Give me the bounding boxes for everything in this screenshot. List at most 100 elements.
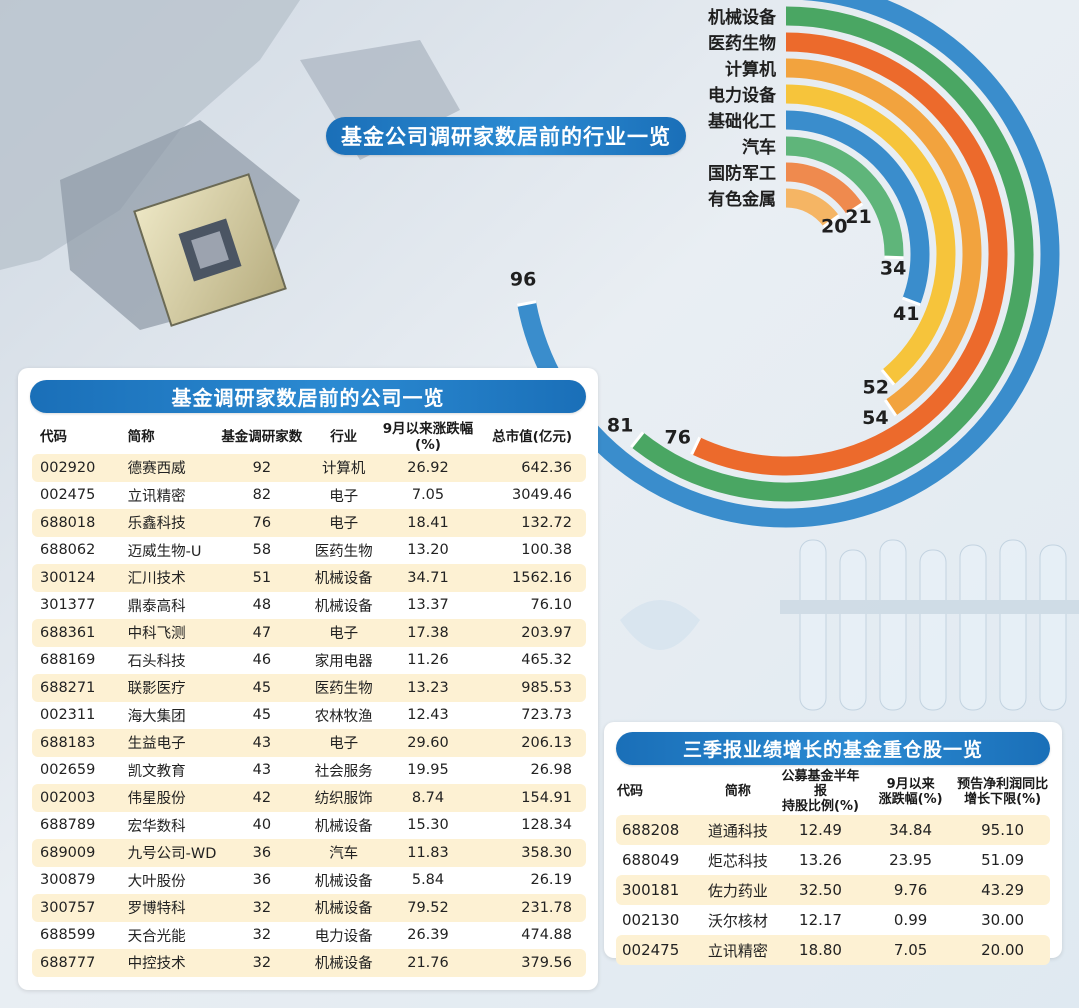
value-label: 34 — [880, 258, 906, 280]
header-code: 代码 — [40, 429, 67, 445]
companies-table: 代码 简称 基金调研家数 行业 9月以来涨跌幅(%) 总市值(亿元) 00292… — [32, 416, 586, 977]
category-label: 基础化工 — [707, 111, 776, 132]
table-cell: 43 — [217, 729, 307, 757]
arc-end-cap — [883, 399, 898, 417]
table-cell: 36 — [217, 839, 307, 867]
company-row: 300879 大叶股份 36 机械设备 5.84 26.19 — [32, 867, 586, 895]
table-cell: 203.97 — [474, 619, 586, 647]
table-cell: 中控技术 — [123, 949, 218, 977]
table-cell: 汇川技术 — [123, 564, 218, 592]
table-cell: 沃尔核材 — [707, 911, 768, 930]
company-row: 002920 德赛西威 92 计算机 26.92 642.36 — [32, 454, 586, 482]
table-cell: 罗博特科 — [123, 894, 218, 922]
arc-国防军工 — [785, 162, 863, 215]
table-cell: 48 — [252, 597, 272, 614]
table-cell: 医药生物 — [314, 543, 373, 560]
table-cell: 985.53 — [474, 674, 586, 702]
companies-panel: 基金调研家数居前的公司一览 代码 简称 基金调研家数 行业 9月以来涨跌幅(%)… — [18, 368, 598, 990]
table-cell: 300124 — [32, 564, 124, 592]
table-cell: 231.78 — [474, 894, 586, 922]
table-cell: 30.00 — [981, 911, 1025, 929]
table-cell: 23.95 — [889, 851, 933, 869]
table-cell: 11.26 — [407, 652, 449, 669]
table-cell: 688062 — [40, 542, 96, 559]
table-cell: 凯文教育 — [127, 763, 186, 780]
chart-title: 基金公司调研家数居前的行业一览 — [326, 117, 686, 155]
table-cell: 炬芯科技 — [707, 851, 768, 870]
table-cell: 15.30 — [407, 817, 449, 834]
table-cell: 79.52 — [381, 894, 475, 922]
table-cell: 58 — [252, 542, 272, 559]
funds-panel: 三季报业绩增长的基金重仓股一览 代码 简称 公募基金半年报 持股比例(%) 9月以… — [604, 722, 1062, 965]
arc-有色金属 — [785, 188, 839, 228]
table-cell: 002003 — [32, 784, 124, 812]
table-cell: 45 — [252, 707, 272, 724]
table-cell: 40 — [252, 817, 272, 834]
value-label: 76 — [665, 426, 691, 448]
table-cell: 8.74 — [381, 784, 475, 812]
test-tubes-icon — [620, 539, 1079, 711]
table-cell: 100.38 — [521, 542, 572, 559]
fund-row: 300181 佐力药业 32.50 9.76 43.29 — [616, 875, 1050, 905]
table-cell: 51.09 — [981, 851, 1025, 869]
table-cell: 002311 — [40, 707, 96, 724]
companies-header-row: 代码 简称 基金调研家数 行业 9月以来涨跌幅(%) 总市值(亿元) — [32, 416, 586, 454]
table-cell: 002130 — [622, 911, 680, 929]
table-cell: 联影医疗 — [123, 674, 218, 702]
arc-医药生物 — [691, 32, 1008, 476]
table-cell: 电子 — [306, 619, 382, 647]
value-label: 41 — [893, 303, 919, 325]
header-research-count: 基金调研家数 — [221, 429, 303, 445]
table-cell: 379.56 — [474, 949, 586, 977]
table-cell: 32 — [217, 949, 307, 977]
company-row: 688183 生益电子 43 电子 29.60 206.13 — [32, 729, 586, 757]
header-profit-growth: 预告净利润同比 增长下限(%) — [957, 776, 1049, 807]
table-cell: 立讯精密 — [127, 488, 186, 505]
table-cell: 19.95 — [407, 762, 449, 779]
company-row: 688361 中科飞测 47 电子 17.38 203.97 — [32, 619, 586, 647]
table-cell: 汽车 — [306, 839, 382, 867]
table-cell: 13.20 — [407, 542, 449, 559]
fund-row: 002130 沃尔核材 12.17 0.99 30.00 — [616, 905, 1050, 935]
table-cell: 11.83 — [381, 839, 475, 867]
table-cell: 43 — [252, 762, 272, 779]
arc-电力设备 — [785, 84, 956, 385]
table-cell: 26.39 — [407, 927, 449, 944]
company-row: 688271 联影医疗 45 医药生物 13.23 985.53 — [32, 674, 586, 702]
fund-row: 688049 炬芯科技 13.26 23.95 51.09 — [616, 845, 1050, 875]
table-cell: 5.84 — [411, 872, 445, 889]
table-cell: 7.05 — [411, 487, 445, 504]
arc-end-cap — [517, 300, 537, 307]
table-cell: 13.37 — [407, 597, 449, 614]
arc-电子 — [517, 0, 1060, 528]
table-cell: 20.00 — [955, 935, 1050, 965]
funds-header-row: 代码 简称 公募基金半年报 持股比例(%) 9月以来 涨跌幅(%) 预告净利润同比增… — [616, 768, 1050, 815]
category-label: 计算机 — [725, 59, 776, 80]
table-cell: 128.34 — [521, 817, 572, 834]
table-cell: 32.50 — [775, 875, 867, 905]
category-label: 国防军工 — [708, 163, 776, 184]
table-cell: 34.84 — [866, 815, 956, 845]
table-cell: 36 — [252, 872, 272, 889]
table-cell: 13.23 — [381, 674, 475, 702]
header-code: 代码 — [617, 784, 644, 799]
chip-icon — [133, 173, 287, 327]
table-cell: 机械设备 — [314, 598, 373, 615]
table-cell: 电子 — [306, 509, 382, 537]
table-cell: 德赛西威 — [123, 454, 218, 482]
table-cell: 002920 — [32, 454, 124, 482]
table-cell: 17.38 — [381, 619, 475, 647]
table-cell: 电子 — [329, 488, 359, 505]
value-label: 52 — [862, 376, 888, 398]
table-cell: 465.32 — [521, 652, 572, 669]
table-cell: 13.26 — [799, 851, 842, 869]
companies-table-title: 基金调研家数居前的公司一览 — [30, 380, 586, 413]
table-cell: 688777 — [32, 949, 124, 977]
value-label: 20 — [821, 216, 847, 238]
table-cell: 689009 — [32, 839, 124, 867]
table-cell: 九号公司-WD — [123, 839, 218, 867]
table-cell: 688018 — [32, 509, 124, 537]
table-cell: 29.60 — [381, 729, 475, 757]
table-cell: 51 — [217, 564, 307, 592]
